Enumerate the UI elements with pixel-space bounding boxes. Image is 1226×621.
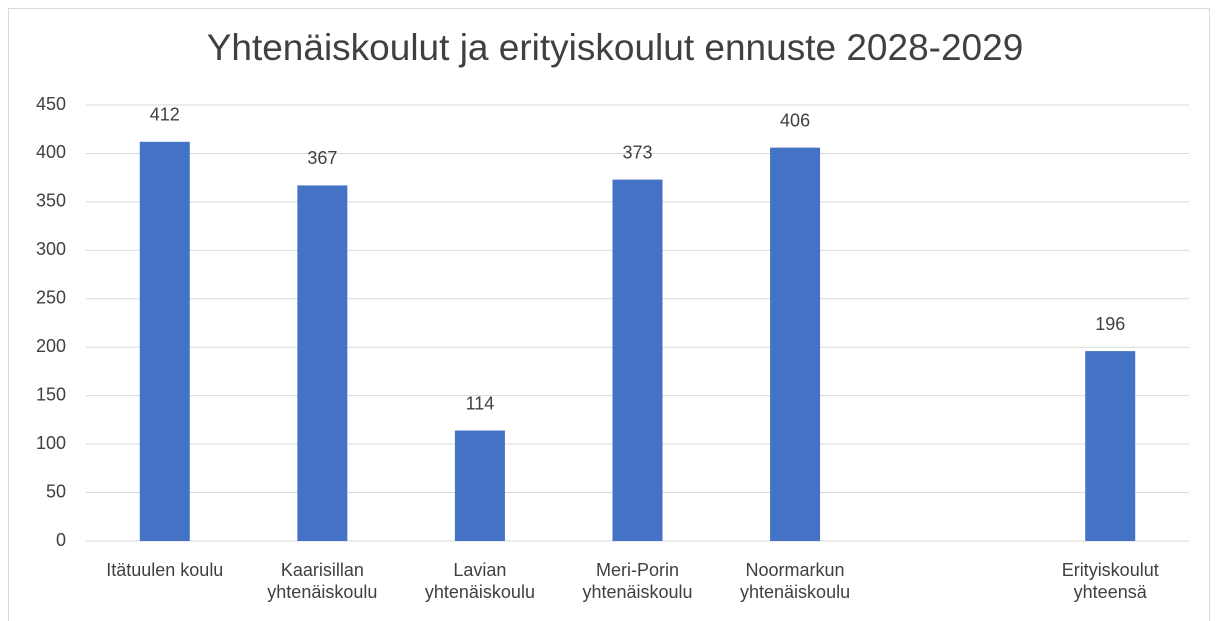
y-tick-label: 300 <box>36 239 66 259</box>
y-tick-label: 400 <box>36 142 66 162</box>
chart-border <box>8 8 1210 621</box>
y-tick-label: 150 <box>36 384 66 404</box>
x-tick-label: Meri-Porin yhtenäiskoulu <box>582 560 693 602</box>
bar <box>770 147 821 541</box>
y-tick-label: 100 <box>36 433 66 453</box>
y-tick-label: 200 <box>36 336 66 356</box>
data-label: 367 <box>307 148 337 168</box>
x-tick-label: Lavian yhtenäiskoulu <box>424 560 535 602</box>
bar <box>454 430 505 541</box>
data-label: 196 <box>1095 314 1125 334</box>
bar <box>1085 351 1136 541</box>
y-tick-label: 0 <box>56 530 66 550</box>
y-tick-label: 50 <box>46 481 66 501</box>
data-label: 406 <box>780 110 810 130</box>
y-tick-label: 250 <box>36 288 66 308</box>
x-tick-label: Itätuulen koulu <box>106 560 224 580</box>
bar <box>297 185 348 541</box>
data-label: 373 <box>622 142 652 162</box>
bar <box>612 179 663 542</box>
data-label: 114 <box>466 393 495 413</box>
bar <box>139 141 190 541</box>
data-label: 412 <box>150 105 180 125</box>
y-tick-label: 350 <box>36 191 66 211</box>
y-tick-label: 450 <box>36 94 66 114</box>
x-tick-label: Kaarisillan yhtenäiskoulu <box>267 560 378 602</box>
x-tick-label: Noormarkun yhtenäiskoulu <box>740 560 851 602</box>
x-tick-label: Erityiskoulut yhteensä <box>1061 560 1159 602</box>
chart-title: Yhtenäiskoulut ja erityiskoulut ennuste … <box>207 27 1024 68</box>
